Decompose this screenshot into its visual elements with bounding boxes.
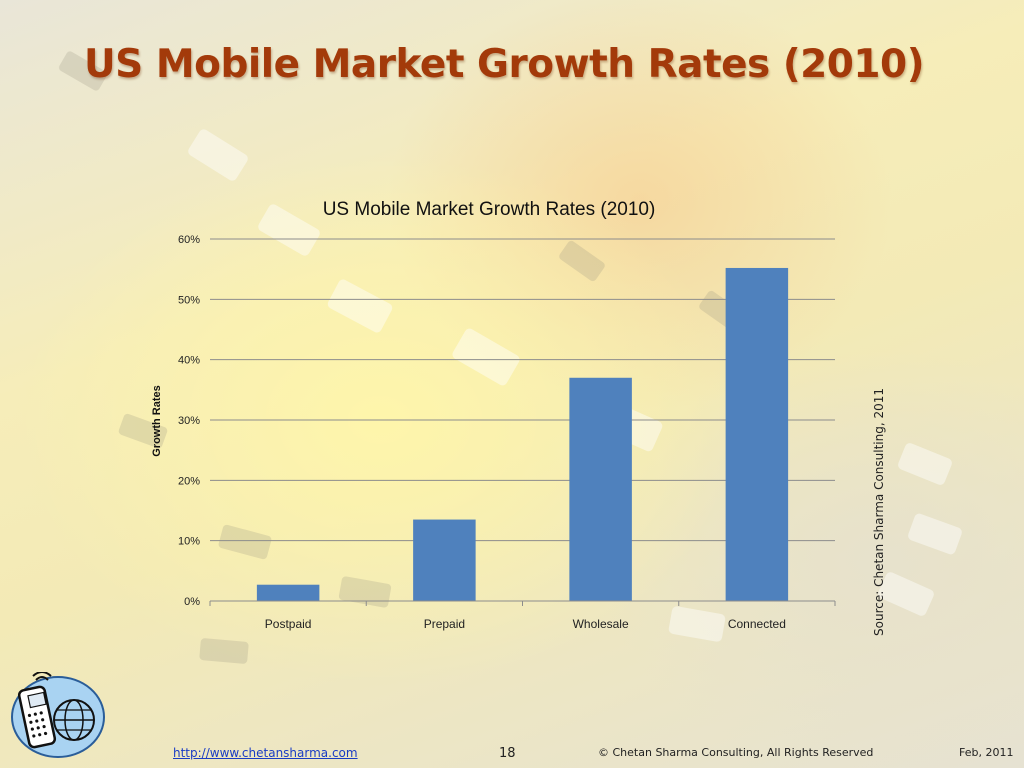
slide-title: US Mobile Market Growth Rates (2010) <box>84 42 925 87</box>
x-category-label: Prepaid <box>424 617 465 631</box>
footer-url-link[interactable]: http://www.chetansharma.com <box>173 746 358 760</box>
x-category-label: Postpaid <box>265 617 312 631</box>
y-tick-label: 10% <box>178 536 200 548</box>
source-note: Source: Chetan Sharma Consulting, 2011 <box>872 387 886 636</box>
y-tick-label: 60% <box>178 234 200 246</box>
y-tick-label: 30% <box>178 415 200 427</box>
logo-phone-globe-icon <box>11 672 105 758</box>
footer-date: Feb, 2011 <box>959 746 1014 759</box>
bar-wholesale <box>569 377 632 601</box>
copyright-text: © Chetan Sharma Consulting, All Rights R… <box>598 746 874 759</box>
x-axis-categories: Postpaid Prepaid Wholesale Connected <box>209 601 836 631</box>
y-tick-label: 20% <box>178 475 200 487</box>
chart-title: US Mobile Market Growth Rates (2010) <box>323 199 656 220</box>
y-tick-label: 40% <box>178 355 200 367</box>
y-tick-label: 0% <box>184 596 200 608</box>
x-category-label: Wholesale <box>573 617 629 631</box>
x-category-label: Connected <box>728 617 786 631</box>
y-axis-label: Growth Rates <box>151 385 163 457</box>
bar-prepaid <box>413 519 476 601</box>
page-number: 18 <box>499 746 516 761</box>
bar-chart: US Mobile Market Growth Rates (2010) 0% 1… <box>151 199 836 631</box>
bar-connected <box>725 267 789 601</box>
bars <box>256 267 789 601</box>
bar-postpaid <box>256 584 320 601</box>
y-tick-label: 50% <box>178 294 200 306</box>
y-axis-ticks: 0% 10% 20% 30% 40% 50% 60% <box>178 234 200 608</box>
